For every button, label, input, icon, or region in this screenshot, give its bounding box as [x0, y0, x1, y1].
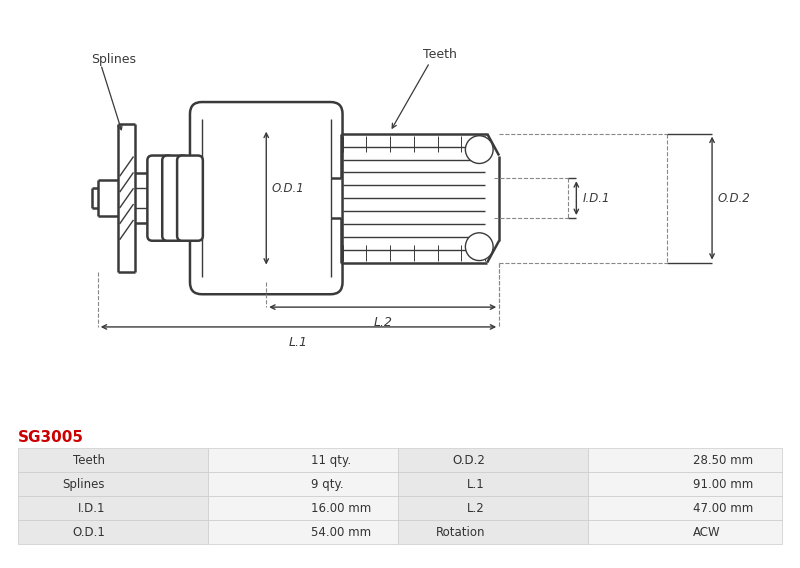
- Bar: [18, 520, 208, 544]
- FancyBboxPatch shape: [162, 156, 188, 241]
- Text: L.2: L.2: [467, 502, 485, 515]
- Text: 54.00 mm: 54.00 mm: [311, 525, 371, 538]
- Bar: [398, 520, 588, 544]
- Text: O.D.2: O.D.2: [718, 191, 750, 204]
- Text: Teeth: Teeth: [422, 48, 457, 61]
- Circle shape: [466, 136, 493, 164]
- Text: Teeth: Teeth: [73, 454, 105, 467]
- Circle shape: [466, 233, 493, 261]
- Text: Rotation: Rotation: [435, 525, 485, 538]
- Text: O.D.1: O.D.1: [72, 525, 105, 538]
- Bar: [18, 472, 208, 496]
- Text: L.1: L.1: [467, 478, 485, 491]
- Bar: [208, 472, 398, 496]
- Text: O.D.1: O.D.1: [271, 182, 304, 195]
- Text: 47.00 mm: 47.00 mm: [693, 502, 754, 515]
- Bar: [18, 448, 208, 472]
- Bar: [588, 448, 782, 472]
- Bar: [208, 496, 398, 520]
- Text: O.D.2: O.D.2: [452, 454, 485, 467]
- Text: L.2: L.2: [373, 316, 392, 329]
- Text: 28.50 mm: 28.50 mm: [693, 454, 753, 467]
- FancyBboxPatch shape: [190, 102, 342, 294]
- Text: 9 qty.: 9 qty.: [311, 478, 344, 491]
- Bar: [18, 496, 208, 520]
- FancyBboxPatch shape: [177, 156, 203, 241]
- Bar: [398, 448, 588, 472]
- Text: L.1: L.1: [289, 336, 308, 349]
- Bar: [398, 472, 588, 496]
- Text: ACW: ACW: [693, 525, 721, 538]
- Text: 16.00 mm: 16.00 mm: [311, 502, 371, 515]
- Text: I.D.1: I.D.1: [78, 502, 105, 515]
- Bar: [588, 520, 782, 544]
- Bar: [208, 448, 398, 472]
- Bar: [208, 520, 398, 544]
- Bar: [588, 496, 782, 520]
- Bar: [398, 496, 588, 520]
- Bar: [588, 472, 782, 496]
- Text: SG3005: SG3005: [18, 431, 84, 445]
- Text: I.D.1: I.D.1: [582, 191, 610, 204]
- Text: Splines: Splines: [91, 53, 136, 66]
- Text: Splines: Splines: [62, 478, 105, 491]
- FancyBboxPatch shape: [147, 156, 173, 241]
- Text: 91.00 mm: 91.00 mm: [693, 478, 754, 491]
- Text: 11 qty.: 11 qty.: [311, 454, 351, 467]
